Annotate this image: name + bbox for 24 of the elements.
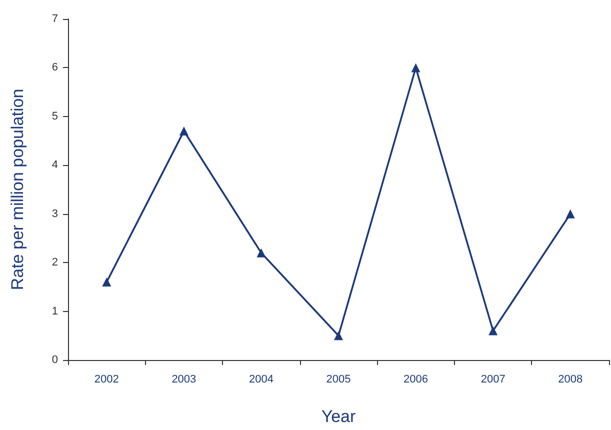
y-tick-label: 6	[52, 62, 58, 74]
y-tick-label: 0	[52, 354, 58, 366]
x-tick-label: 2008	[558, 374, 583, 386]
point	[102, 278, 112, 287]
y-tick-label: 7	[52, 13, 58, 25]
x-tick-label: 2006	[404, 374, 428, 386]
y-tick-label: 5	[52, 110, 58, 122]
point	[488, 326, 498, 336]
y-tick-label: 3	[52, 208, 58, 220]
x-tick-label: 2002	[94, 374, 119, 386]
point	[179, 126, 188, 136]
y-tick-label: 4	[52, 159, 58, 172]
point	[334, 331, 343, 340]
x-tick-label: 2003	[172, 374, 196, 386]
x-tick-label: 2007	[480, 374, 506, 386]
point	[411, 63, 420, 72]
x-axis-title: Year	[321, 407, 356, 426]
y-tick-label: 2	[52, 256, 58, 269]
point	[566, 209, 575, 218]
y-tick-label: 1	[52, 305, 58, 318]
x-tick-label: 2004	[248, 374, 274, 386]
y-axis-title: Rate per million population	[8, 88, 27, 290]
point	[256, 248, 266, 258]
x-tick-label: 2005	[326, 374, 351, 386]
